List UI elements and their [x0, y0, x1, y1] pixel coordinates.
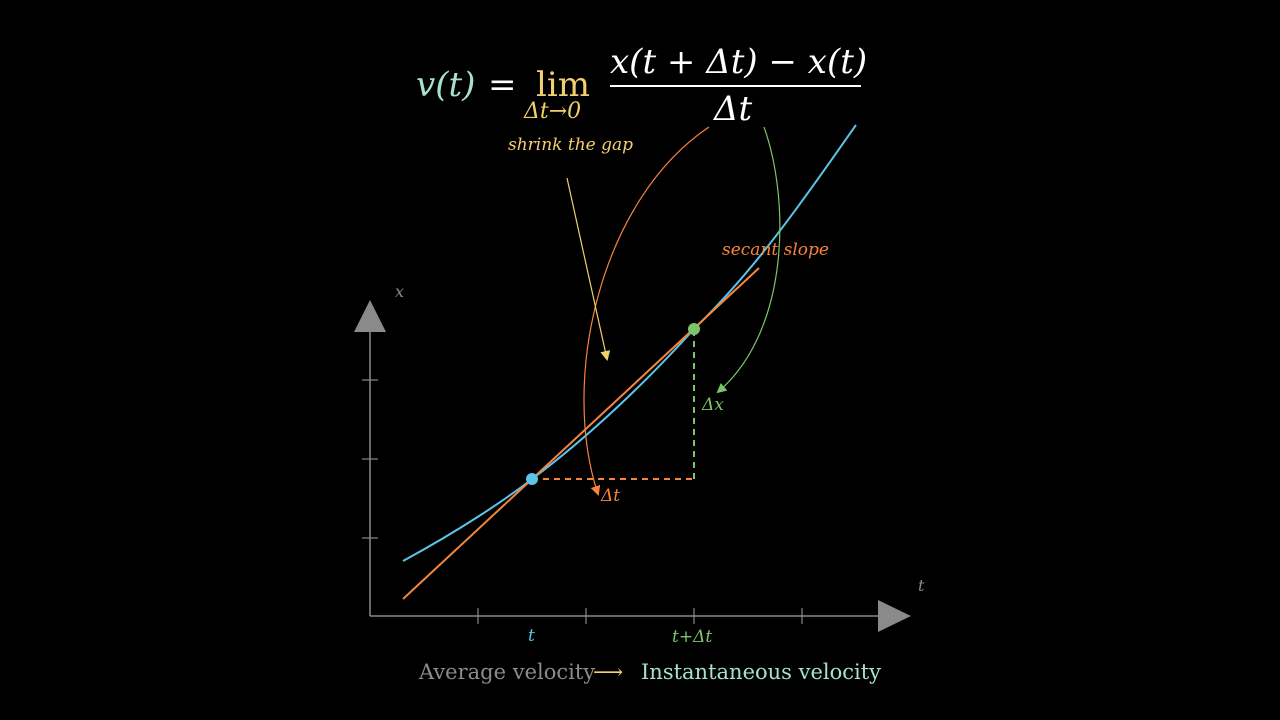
velocity-formula: v(t) = lim Δt→0 x(t + Δt) − x(t) Δt [416, 42, 867, 129]
shrink-gap-label: shrink the gap [508, 135, 633, 155]
caption-arrow: ⟶ [593, 660, 623, 684]
point-t-plus-dt [688, 323, 700, 335]
secant-line [402, 267, 760, 600]
formula-lim: lim [536, 65, 590, 105]
y-axis-label: x [395, 282, 404, 301]
caption: Average velocity ⟶ Instantaneous velocit… [418, 660, 881, 684]
shrink-gap-arrow [566, 177, 611, 361]
axes: x t t t+Δt [354, 282, 925, 647]
y-axis-arrowhead [354, 300, 386, 332]
position-curve [402, 124, 857, 562]
x-axis-arrowhead [878, 600, 911, 632]
delta-x-label: Δx [701, 395, 724, 415]
denominator-to-delta-t-arrow [583, 126, 710, 496]
caption-instantaneous-velocity: Instantaneous velocity [641, 660, 881, 684]
numerator-to-delta-x-arrow [716, 126, 781, 394]
x-axis-label: t [918, 576, 925, 595]
secant-slope-label: secant slope [722, 240, 829, 260]
tick-label-t: t [528, 626, 535, 646]
formula-lhs: v(t) [416, 65, 475, 105]
formula-numerator: x(t + Δt) − x(t) [610, 42, 867, 82]
caption-average-velocity: Average velocity [418, 660, 595, 684]
tick-label-t-plus-dt: t+Δt [672, 627, 712, 647]
formula-lim-subscript: Δt→0 [523, 99, 581, 124]
point-t [526, 473, 538, 485]
formula-denominator: Δt [712, 89, 753, 129]
formula-equals: = [488, 65, 517, 105]
delta-t-label: Δt [600, 486, 620, 506]
